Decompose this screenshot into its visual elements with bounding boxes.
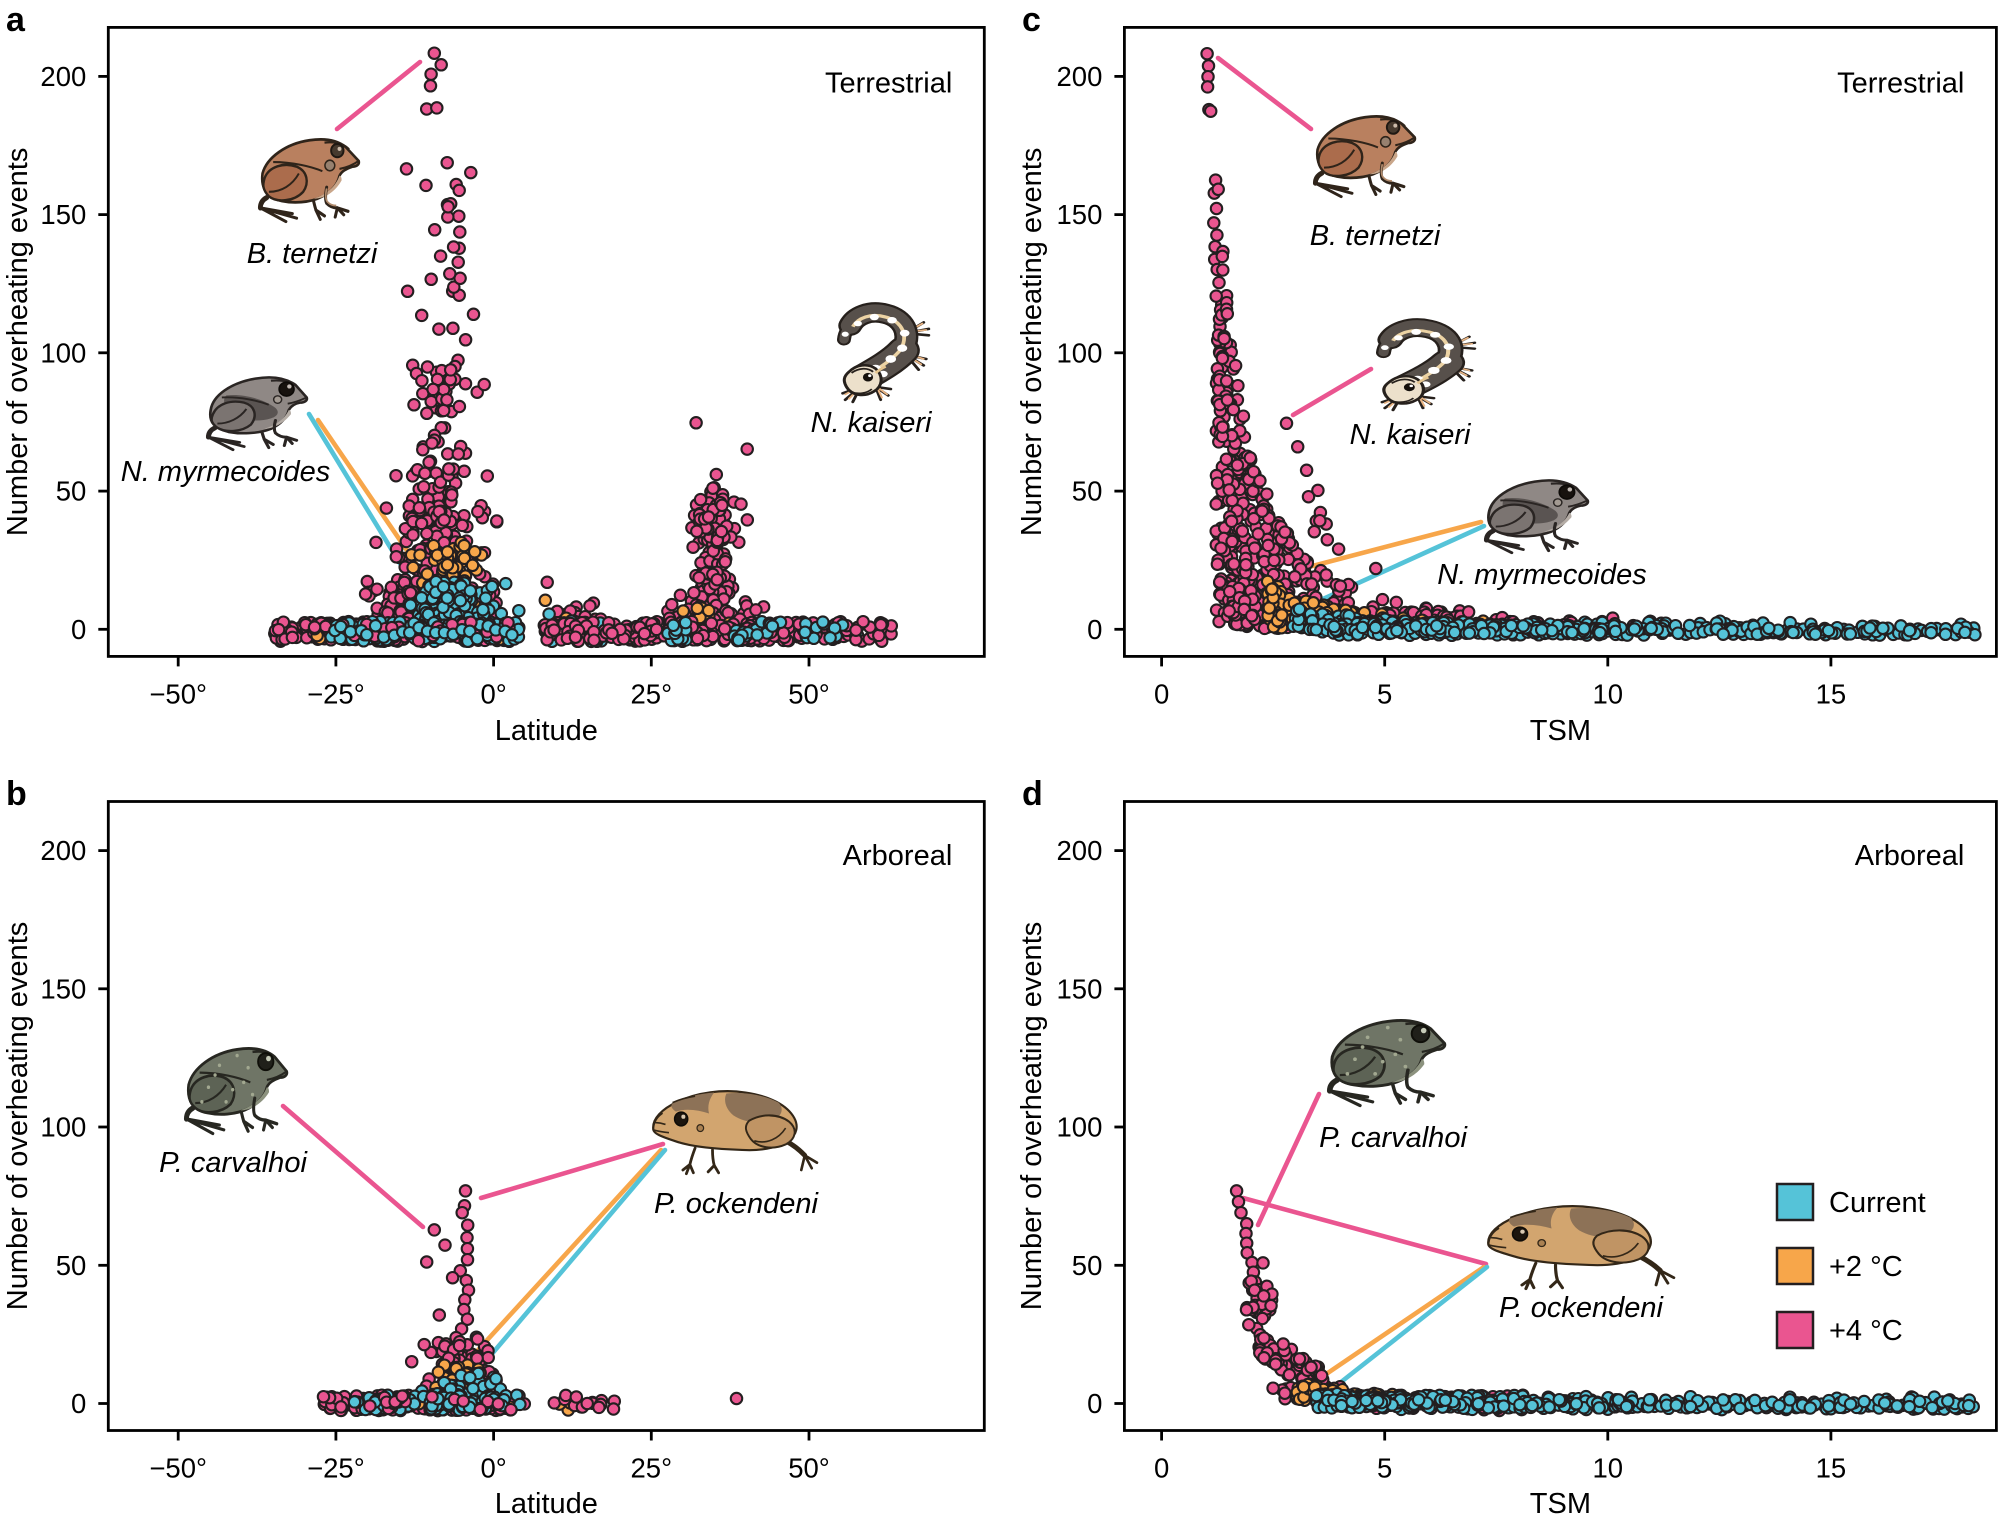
svg-text:15: 15	[1816, 1453, 1847, 1484]
svg-text:Arboreal: Arboreal	[843, 840, 953, 872]
svg-text:5: 5	[1377, 1453, 1392, 1484]
svg-text:Latitude: Latitude	[495, 1488, 598, 1515]
svg-text:Number of overheating events: Number of overheating events	[2, 148, 34, 537]
svg-text:50°: 50°	[788, 1453, 830, 1484]
svg-text:50: 50	[1072, 1250, 1103, 1281]
svg-text:−25°: −25°	[307, 678, 365, 709]
svg-text:N. myrmecoides: N. myrmecoides	[1437, 559, 1647, 591]
svg-text:TSM: TSM	[1530, 715, 1591, 747]
svg-text:TSM: TSM	[1530, 1488, 1591, 1515]
svg-text:10: 10	[1593, 1453, 1624, 1484]
svg-text:200: 200	[40, 835, 86, 866]
svg-text:25°: 25°	[631, 1453, 673, 1484]
svg-text:B. ternetzi: B. ternetzi	[1310, 220, 1442, 252]
svg-text:50: 50	[56, 1250, 87, 1281]
svg-text:25°: 25°	[631, 678, 673, 709]
svg-text:0: 0	[1087, 614, 1102, 645]
svg-text:5: 5	[1377, 678, 1392, 709]
svg-text:Terrestrial: Terrestrial	[1837, 68, 1964, 100]
svg-text:100: 100	[40, 337, 86, 368]
svg-text:10: 10	[1593, 678, 1624, 709]
svg-text:150: 150	[40, 199, 86, 230]
svg-text:Terrestrial: Terrestrial	[825, 68, 952, 100]
svg-text:c: c	[1022, 1, 1041, 39]
svg-text:0: 0	[1154, 678, 1169, 709]
svg-text:B. ternetzi: B. ternetzi	[247, 238, 379, 270]
svg-text:100: 100	[40, 1112, 86, 1143]
svg-text:b: b	[6, 775, 27, 813]
svg-text:50: 50	[1072, 476, 1103, 507]
svg-text:150: 150	[40, 973, 86, 1004]
svg-text:0°: 0°	[480, 1453, 506, 1484]
svg-text:N. kaiseri: N. kaiseri	[811, 407, 933, 439]
svg-text:50: 50	[56, 476, 87, 507]
svg-text:Arboreal: Arboreal	[1855, 840, 1965, 872]
svg-text:P. ockendeni: P. ockendeni	[654, 1188, 819, 1220]
svg-text:0: 0	[1154, 1453, 1169, 1484]
svg-text:N. kaiseri: N. kaiseri	[1350, 419, 1472, 451]
svg-text:Number of overheating events: Number of overheating events	[1016, 922, 1048, 1311]
svg-text:N. myrmecoides: N. myrmecoides	[121, 456, 331, 488]
svg-text:a: a	[6, 1, 26, 39]
svg-text:−25°: −25°	[307, 1453, 365, 1484]
svg-text:100: 100	[1057, 337, 1103, 368]
svg-text:Current: Current	[1829, 1187, 1926, 1219]
svg-text:50°: 50°	[788, 678, 830, 709]
svg-text:150: 150	[1057, 199, 1103, 230]
svg-text:+4 °C: +4 °C	[1829, 1315, 1903, 1347]
svg-text:0: 0	[1087, 1388, 1102, 1419]
svg-text:+2 °C: +2 °C	[1829, 1251, 1903, 1283]
svg-text:15: 15	[1816, 678, 1847, 709]
svg-text:100: 100	[1057, 1112, 1103, 1143]
svg-text:P. carvalhoi: P. carvalhoi	[1319, 1122, 1468, 1154]
svg-text:−50°: −50°	[149, 678, 207, 709]
svg-text:P. ockendeni: P. ockendeni	[1499, 1292, 1664, 1324]
svg-text:−50°: −50°	[149, 1453, 207, 1484]
svg-text:Latitude: Latitude	[495, 715, 598, 747]
svg-text:Number of overheating events: Number of overheating events	[2, 922, 34, 1311]
svg-text:0°: 0°	[480, 678, 506, 709]
svg-text:150: 150	[1057, 973, 1103, 1004]
svg-text:d: d	[1022, 775, 1043, 813]
svg-text:200: 200	[1057, 61, 1103, 92]
svg-text:P. carvalhoi: P. carvalhoi	[159, 1147, 308, 1179]
svg-text:200: 200	[40, 61, 86, 92]
svg-text:0: 0	[71, 1388, 86, 1419]
svg-text:0: 0	[71, 614, 86, 645]
svg-text:Number of overheating events: Number of overheating events	[1016, 148, 1048, 537]
svg-text:200: 200	[1057, 835, 1103, 866]
